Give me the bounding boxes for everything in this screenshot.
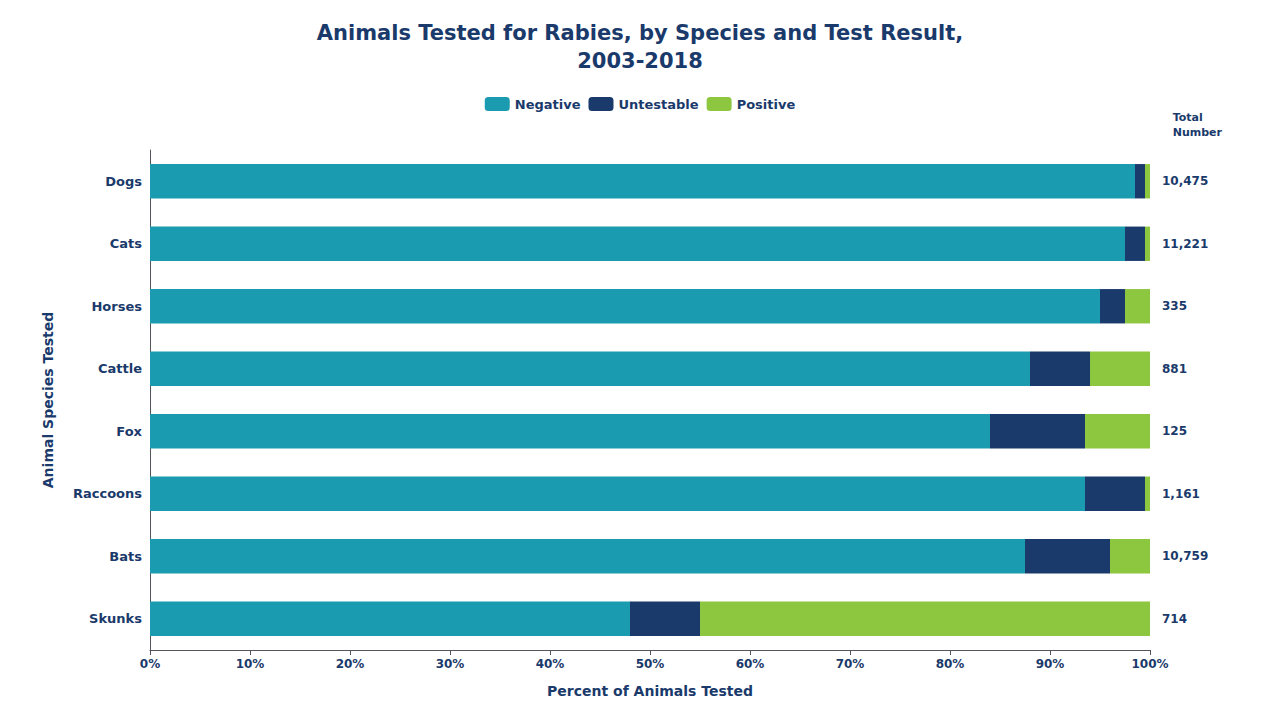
svg-text:Animals Tested for Rabies, by: Animals Tested for Rabies, by Species an…: [317, 21, 964, 45]
svg-text:10%: 10%: [236, 657, 265, 671]
svg-text:Horses: Horses: [91, 299, 142, 314]
svg-text:Cats: Cats: [110, 236, 143, 251]
svg-text:2003-2018: 2003-2018: [577, 49, 703, 73]
svg-text:Fox: Fox: [116, 424, 142, 439]
svg-text:11,221: 11,221: [1162, 237, 1208, 251]
svg-text:Animal Species Tested: Animal Species Tested: [40, 312, 56, 488]
svg-text:Total: Total: [1173, 111, 1203, 124]
svg-text:Raccoons: Raccoons: [73, 486, 142, 501]
svg-text:10,759: 10,759: [1162, 549, 1208, 563]
svg-text:60%: 60%: [736, 657, 765, 671]
svg-text:80%: 80%: [936, 657, 965, 671]
svg-text:Bats: Bats: [109, 549, 142, 564]
svg-text:1,161: 1,161: [1162, 487, 1200, 501]
svg-text:Skunks: Skunks: [89, 611, 142, 626]
svg-text:Negative: Negative: [515, 97, 581, 112]
svg-text:40%: 40%: [536, 657, 565, 671]
svg-text:20%: 20%: [336, 657, 365, 671]
svg-text:125: 125: [1162, 424, 1187, 438]
svg-text:50%: 50%: [636, 657, 665, 671]
svg-text:Untestable: Untestable: [618, 97, 698, 112]
svg-text:0%: 0%: [140, 657, 160, 671]
svg-text:Positive: Positive: [737, 97, 796, 112]
svg-text:Percent of Animals Tested: Percent of Animals Tested: [547, 683, 753, 699]
svg-text:335: 335: [1162, 299, 1187, 313]
svg-text:Cattle: Cattle: [98, 361, 142, 376]
svg-text:10,475: 10,475: [1162, 174, 1208, 188]
svg-text:714: 714: [1162, 612, 1187, 626]
svg-text:100%: 100%: [1131, 657, 1168, 671]
svg-text:Dogs: Dogs: [105, 174, 142, 189]
svg-text:90%: 90%: [1036, 657, 1065, 671]
svg-text:70%: 70%: [836, 657, 865, 671]
svg-text:30%: 30%: [436, 657, 465, 671]
svg-text:881: 881: [1162, 362, 1187, 376]
svg-text:Number: Number: [1173, 126, 1223, 139]
